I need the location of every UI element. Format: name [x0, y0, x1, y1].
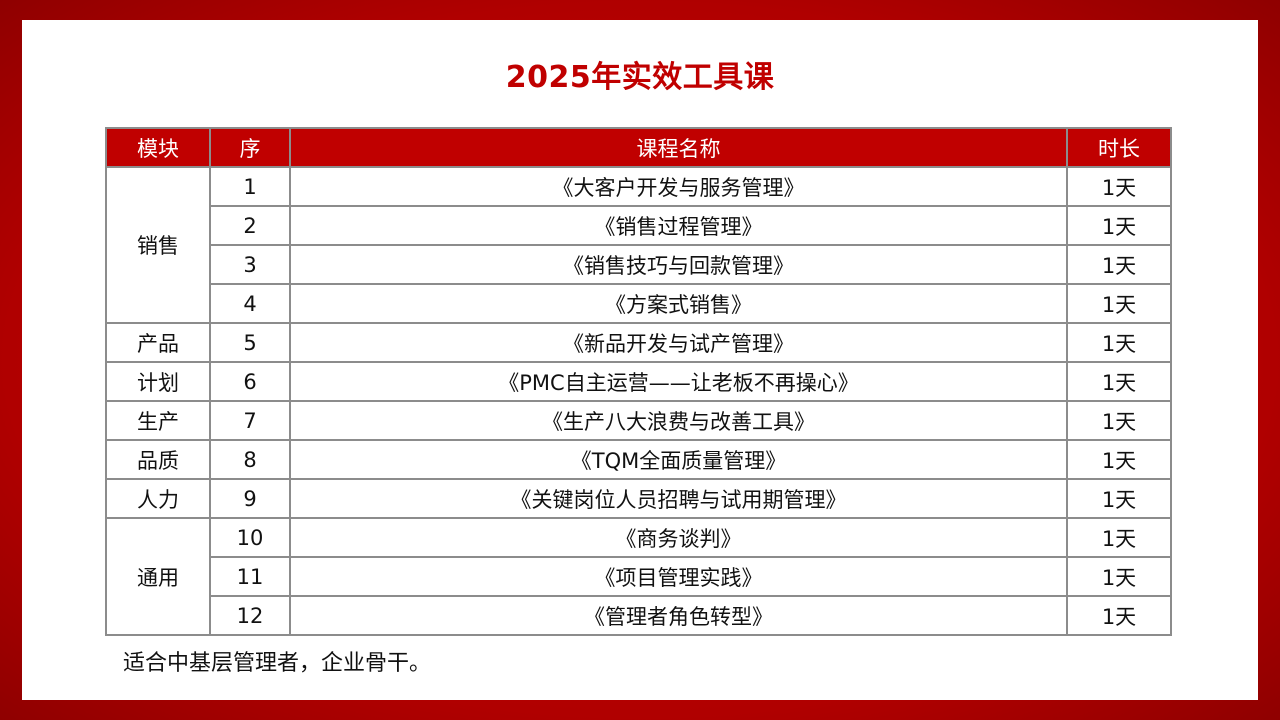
- number-cell: 11: [209, 556, 291, 597]
- course-name-cell: 《新品开发与试产管理》: [289, 322, 1068, 363]
- course-name-cell: 《PMC自主运营——让老板不再操心》: [289, 361, 1068, 402]
- audience-note: 适合中基层管理者，企业骨干。: [123, 651, 432, 676]
- header-duration: 时长: [1066, 127, 1172, 168]
- header-number: 序: [209, 127, 291, 168]
- number-cell: 5: [209, 322, 291, 363]
- duration-cell: 1天: [1066, 244, 1172, 285]
- table-row: 计划 6 《PMC自主运营——让老板不再操心》 1天: [105, 361, 1172, 402]
- module-cell: 品质: [105, 439, 211, 480]
- duration-cell: 1天: [1066, 283, 1172, 324]
- module-cell: 生产: [105, 400, 211, 441]
- duration-cell: 1天: [1066, 166, 1172, 207]
- number-cell: 1: [209, 166, 291, 207]
- module-cell: 通用: [105, 517, 211, 636]
- duration-cell: 1天: [1066, 478, 1172, 519]
- number-cell: 2: [209, 205, 291, 246]
- course-name-cell: 《销售过程管理》: [289, 205, 1068, 246]
- table-header-row: 模块 序 课程名称 时长: [105, 127, 1172, 168]
- duration-cell: 1天: [1066, 361, 1172, 402]
- module-cell: 计划: [105, 361, 211, 402]
- table-row: 品质 8 《TQM全面质量管理》 1天: [105, 439, 1172, 480]
- course-name-cell: 《TQM全面质量管理》: [289, 439, 1068, 480]
- number-cell: 6: [209, 361, 291, 402]
- course-name-cell: 《生产八大浪费与改善工具》: [289, 400, 1068, 441]
- module-cell: 销售: [105, 166, 211, 324]
- page-title: 2025年实效工具课: [505, 60, 775, 95]
- duration-cell: 1天: [1066, 517, 1172, 558]
- table-row: 4 《方案式销售》 1天: [106, 283, 1172, 324]
- course-name-cell: 《管理者角色转型》: [289, 595, 1068, 636]
- number-cell: 12: [209, 595, 291, 636]
- number-cell: 3: [209, 244, 291, 285]
- duration-cell: 1天: [1066, 556, 1172, 597]
- duration-cell: 1天: [1066, 595, 1172, 636]
- number-cell: 9: [209, 478, 291, 519]
- table-row: 3 《销售技巧与回款管理》 1天: [106, 244, 1172, 285]
- number-cell: 4: [209, 283, 291, 324]
- number-cell: 8: [209, 439, 291, 480]
- number-cell: 10: [209, 517, 291, 558]
- course-name-cell: 《销售技巧与回款管理》: [289, 244, 1068, 285]
- course-table: 模块 序 课程名称 时长 销售 1 《大客户开发与服务管理》 1天 2 《销售过程管理》 1…: [105, 127, 1172, 636]
- duration-cell: 1天: [1066, 439, 1172, 480]
- course-name-cell: 《关键岗位人员招聘与试用期管理》: [289, 478, 1068, 519]
- table-row: 人力 9 《关键岗位人员招聘与试用期管理》 1天: [105, 478, 1172, 519]
- table-row: 通用 10 《商务谈判》 1天: [105, 517, 1172, 636]
- course-name-cell: 《大客户开发与服务管理》: [289, 166, 1068, 207]
- table-row: 产品 5 《新品开发与试产管理》 1天: [105, 322, 1172, 363]
- duration-cell: 1天: [1066, 322, 1172, 363]
- number-cell: 7: [209, 400, 291, 441]
- course-name-cell: 《方案式销售》: [289, 283, 1068, 324]
- course-name-cell: 《商务谈判》: [289, 517, 1068, 558]
- module-cell: 人力: [105, 478, 211, 519]
- header-module: 模块: [105, 127, 211, 168]
- duration-cell: 1天: [1066, 205, 1172, 246]
- table-row: 销售 1 《大客户开发与服务管理》 1天: [105, 166, 1172, 324]
- table-row: 2 《销售过程管理》 1天: [106, 205, 1172, 246]
- header-course-name: 课程名称: [289, 127, 1068, 168]
- table-row: 生产 7 《生产八大浪费与改善工具》 1天: [105, 400, 1172, 441]
- duration-cell: 1天: [1066, 400, 1172, 441]
- course-name-cell: 《项目管理实践》: [289, 556, 1068, 597]
- table-row: 12 《管理者角色转型》 1天: [106, 595, 1172, 636]
- table-row: 11 《项目管理实践》 1天: [106, 556, 1172, 597]
- module-cell: 产品: [105, 322, 211, 363]
